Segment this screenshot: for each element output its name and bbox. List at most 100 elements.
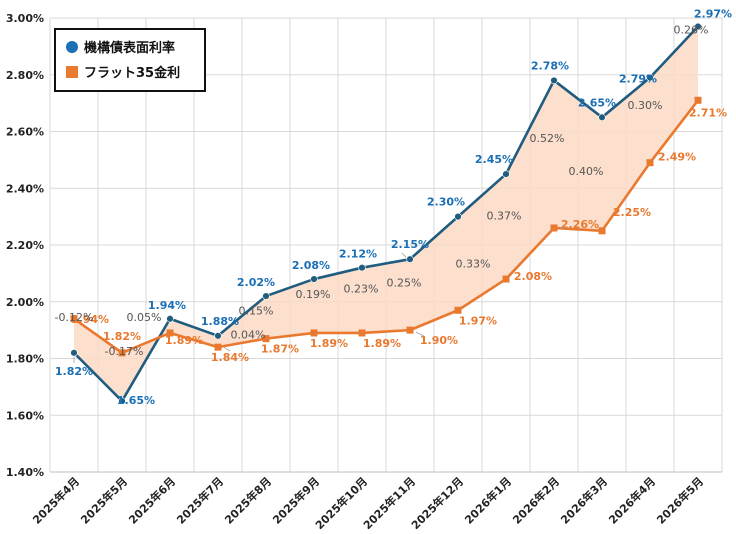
- x-tick-label: 2026年3月: [558, 474, 611, 527]
- spread-label: 0.19%: [296, 288, 331, 301]
- series-a-point: [262, 292, 270, 300]
- x-tick-label: 2026年2月: [510, 474, 563, 527]
- y-tick-label: 1.40%: [6, 466, 44, 479]
- spread-label: 0.15%: [239, 304, 274, 317]
- series-b-point: [694, 96, 702, 104]
- data-label-series-b: 1.89%: [310, 337, 348, 350]
- series-a-point: [214, 332, 222, 340]
- x-tick-label: 2026年1月: [462, 474, 515, 527]
- spread-label: 0.37%: [487, 210, 522, 223]
- series-a-point: [502, 170, 510, 178]
- series-b-point: [406, 326, 414, 334]
- data-label-series-b: 1.97%: [459, 314, 497, 327]
- data-label-series-a: 2.08%: [292, 259, 330, 272]
- series-a-point: [550, 76, 558, 85]
- data-label-series-b: 2.08%: [514, 270, 552, 283]
- x-tick-label: 2026年4月: [606, 474, 659, 527]
- series-b-point: [214, 343, 222, 351]
- legend-label-series-b: フラット35金利: [84, 65, 180, 81]
- legend-marker-series-b: [66, 66, 78, 78]
- series: [70, 22, 702, 405]
- series-b-point: [118, 349, 126, 357]
- y-tick-label: 2.40%: [6, 182, 44, 195]
- spread-label: 0.25%: [387, 277, 422, 290]
- data-label-series-b: 1.84%: [211, 351, 249, 364]
- data-label-series-b: 2.49%: [658, 151, 696, 164]
- spread-label: 0.05%: [127, 311, 162, 324]
- spread-label: 0.33%: [456, 257, 491, 270]
- series-a-point: [70, 349, 78, 357]
- spread-label: 0.04%: [231, 328, 266, 341]
- y-tick-label: 2.60%: [6, 126, 44, 139]
- x-tick-label: 2025年7月: [174, 474, 227, 527]
- x-tick-label: 2025年5月: [78, 474, 131, 527]
- series-b-point: [310, 329, 318, 337]
- data-label-series-b: 2.26%: [561, 218, 599, 231]
- spread-fill: [74, 26, 698, 402]
- data-label-series-b: 1.90%: [420, 334, 458, 347]
- x-tick-label: 2025年8月: [222, 474, 275, 527]
- x-tick-label: 2025年4月: [30, 474, 83, 527]
- data-label-series-a: 1.88%: [201, 315, 239, 328]
- y-tick-label: 1.60%: [6, 409, 44, 422]
- spread-label: 0.23%: [344, 282, 379, 295]
- data-label-series-a: 2.65%: [578, 96, 616, 109]
- legend-marker-series-a: [66, 41, 78, 53]
- data-label-series-a: 1.65%: [117, 394, 155, 407]
- spread-label: 0.26%: [674, 23, 709, 36]
- data-label-series-b: 1.89%: [165, 334, 203, 347]
- y-tick-label: 1.80%: [6, 353, 44, 366]
- series-a-point: [310, 275, 318, 283]
- label-leader: [415, 331, 425, 337]
- series-b-point: [454, 306, 462, 314]
- spread-area: [74, 26, 698, 402]
- data-label-series-b: 2.25%: [613, 206, 651, 219]
- data-label-series-a: 2.12%: [339, 248, 377, 261]
- series-line-b: [73, 99, 700, 355]
- data-label-series-a: 1.94%: [148, 299, 186, 312]
- legend-box: [54, 28, 206, 92]
- data-label-series-b: 1.87%: [261, 343, 299, 356]
- legend: 機構債表面利率 フラット35金利: [54, 28, 206, 92]
- x-tick-label: 2025年6月: [126, 474, 179, 527]
- data-label-series-a: 1.82%: [55, 365, 93, 378]
- x-tick-label: 2025年9月: [270, 474, 323, 527]
- series-a-point: [598, 113, 606, 122]
- series-a-point: [694, 22, 702, 31]
- spread-label: 0.40%: [569, 165, 604, 178]
- series-b-point: [70, 315, 78, 323]
- series-line-a: [73, 25, 699, 403]
- series-b-point: [262, 335, 270, 343]
- spread-label: 0.30%: [628, 99, 663, 112]
- series-a-point: [406, 255, 414, 263]
- data-label-series-a: 2.15%: [391, 238, 429, 251]
- series-b-point: [598, 227, 606, 235]
- series-a-point: [118, 397, 126, 405]
- series-a-point: [646, 73, 654, 82]
- series-a-point: [358, 264, 366, 272]
- series-b-point: [166, 329, 174, 337]
- label-leader: [223, 346, 231, 352]
- series-a-point: [454, 212, 462, 221]
- y-tick-label: 2.00%: [6, 296, 44, 309]
- series-b-point: [646, 159, 654, 167]
- data-labels: 1.82% 1.65% 1.94% 1.88% 2.02% 2.08% 2.12% 2.15%…: [55, 8, 733, 408]
- data-label-series-a: 2.79%: [619, 73, 657, 86]
- series-b-point: [550, 224, 558, 232]
- legend-label-series-a: 機構債表面利率: [84, 40, 175, 56]
- data-label-series-b: 1.94%: [71, 313, 109, 326]
- data-label-series-b: 1.89%: [363, 337, 401, 350]
- series-b-point: [358, 329, 366, 337]
- spread-label: -0.12%: [55, 311, 94, 324]
- spread-label: 0.52%: [530, 132, 565, 145]
- series-b-point: [502, 275, 510, 283]
- y-tick-label: 2.20%: [6, 239, 44, 252]
- y-tick-label: 3.00%: [6, 12, 44, 25]
- data-label-series-b: 2.71%: [689, 106, 727, 119]
- data-label-series-b: 1.82%: [103, 330, 141, 343]
- spread-label: -0.17%: [105, 345, 144, 358]
- y-tick-label: 2.80%: [6, 69, 44, 82]
- data-label-series-a: 2.02%: [237, 276, 275, 289]
